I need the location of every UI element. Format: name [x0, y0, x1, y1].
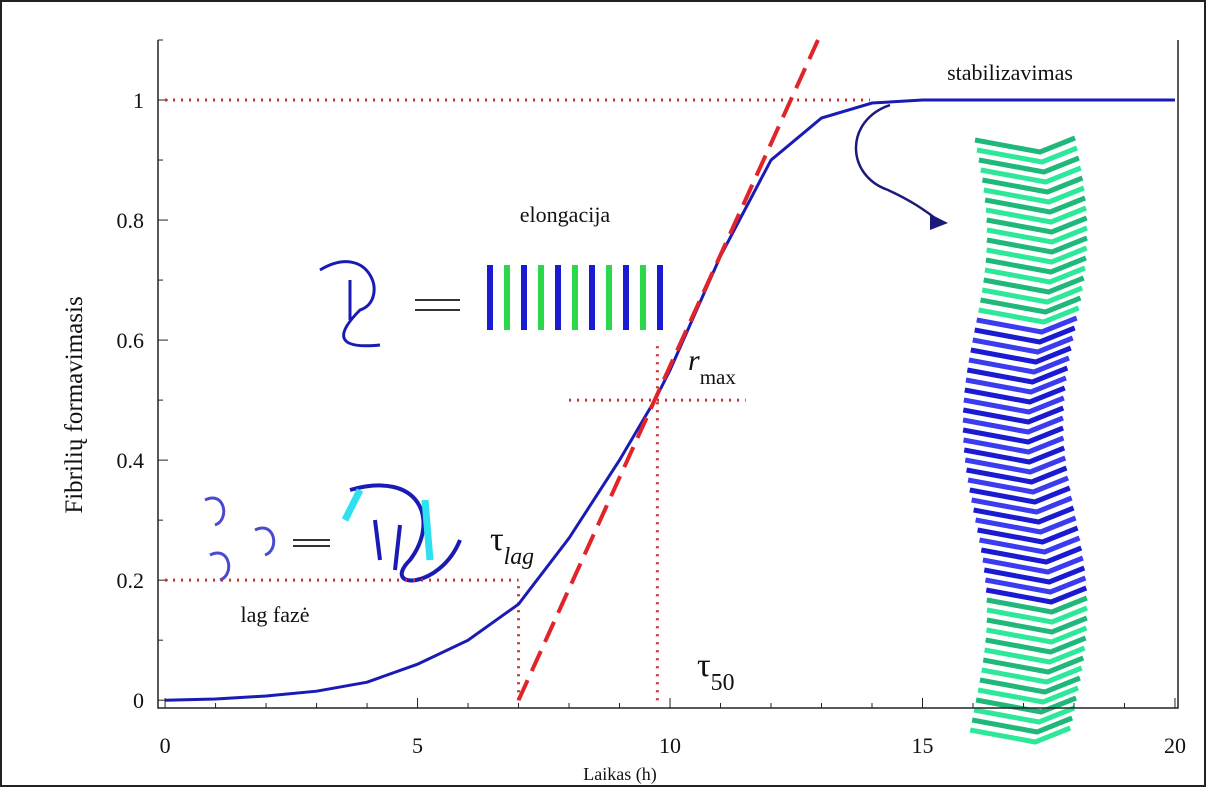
equilibrium-arrows — [415, 300, 460, 310]
x-axis-label: Laikas (h) — [583, 764, 656, 785]
chart: Laikas (h) Fibrilių formavimasis 0510152… — [0, 0, 1206, 787]
y-axis-label: Fibrilių formavimasis — [61, 296, 88, 513]
annotation: τ50 — [697, 647, 734, 696]
annotation-text: elongacija — [520, 202, 611, 227]
y-tick-label: 0.2 — [117, 568, 145, 593]
y-tick-label: 0.8 — [117, 208, 145, 233]
oligomer — [350, 485, 460, 580]
equilibrium-arrows — [293, 540, 330, 546]
annotation-text: r — [688, 344, 700, 377]
annotation-text: τ — [490, 521, 504, 558]
arrow — [856, 105, 940, 222]
annotation-subscript: lag — [504, 544, 535, 570]
protein-illustrations — [205, 138, 1087, 742]
x-tick-label: 0 — [160, 733, 171, 758]
x-tick-label: 10 — [659, 733, 681, 758]
annotation: lag fazė — [241, 602, 310, 627]
arrow-head — [930, 214, 948, 230]
y-tick-label: 0.6 — [117, 328, 145, 353]
monomer — [320, 262, 380, 346]
annotation-subscript: max — [700, 365, 737, 389]
annotation-subscript: 50 — [711, 670, 735, 696]
annotation: τlag — [490, 521, 534, 570]
y-tick-label: 1 — [133, 88, 144, 113]
annotation-text: τ — [697, 647, 711, 684]
y-tick-label: 0 — [133, 688, 144, 713]
annotation: stabilizavimas — [947, 60, 1073, 85]
line — [519, 40, 818, 700]
annotation-text: stabilizavimas — [947, 60, 1073, 85]
x-tick-label: 5 — [412, 733, 423, 758]
x-tick-label: 15 — [911, 733, 933, 758]
monomer-small — [205, 498, 274, 580]
annotation: elongacija — [520, 202, 611, 227]
y-tick-label: 0.4 — [117, 448, 145, 473]
x-tick-label: 20 — [1164, 733, 1186, 758]
annotation: rmax — [688, 344, 736, 389]
annotation-text: lag fazė — [241, 602, 310, 627]
